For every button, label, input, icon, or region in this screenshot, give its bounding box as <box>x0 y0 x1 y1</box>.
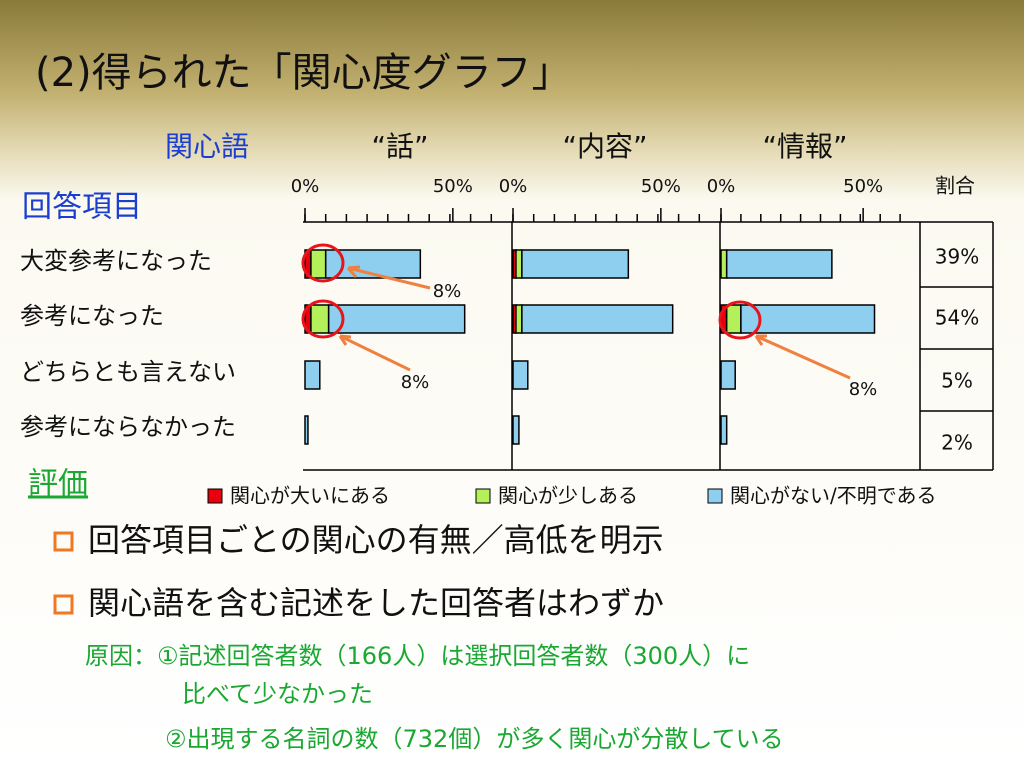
note: ②出現する名詞の数（732個）が多く関心が分散している <box>165 725 784 753</box>
evaluation-heading: 評価 <box>28 467 88 502</box>
ratio-header: 割合 <box>935 174 975 198</box>
annotation: 8% <box>401 372 430 393</box>
note: 比べて少なかった <box>182 680 373 708</box>
category-label: どちらとも言えない <box>20 358 236 386</box>
bar-segment <box>515 249 523 279</box>
highlights <box>301 243 762 340</box>
highlight-circle <box>301 299 345 339</box>
arrow <box>754 334 851 380</box>
panel-header-label: 関心語 <box>165 130 249 163</box>
category-label: 大変参考になった <box>20 247 212 275</box>
x-tick-label: 50% <box>843 176 883 197</box>
bullet-icon <box>53 594 74 615</box>
highlight-circle <box>718 300 762 340</box>
slide-title: (2)得られた「関心度グラフ」 <box>35 50 572 96</box>
bar-segment <box>515 304 523 334</box>
arrow <box>346 265 431 290</box>
ratio-label: 2% <box>941 431 973 455</box>
bar-segment <box>304 360 321 390</box>
bullet-icon <box>53 531 74 552</box>
bar-segment <box>304 415 309 445</box>
bar-segment <box>725 304 742 334</box>
bar-segment <box>521 304 674 334</box>
category-label: 参考になった <box>20 302 164 330</box>
bar-segment <box>720 360 736 390</box>
ratio-label: 5% <box>941 369 973 393</box>
panel-title: “内容” <box>562 130 647 163</box>
bar-segment <box>512 360 529 390</box>
legend-swatch <box>475 488 491 504</box>
bar-segment <box>720 415 728 445</box>
legend-label: 関心がない/不明である <box>730 484 937 508</box>
note: 原因：①記述回答者数（166人）は選択回答者数（300人）に <box>85 642 750 670</box>
category-header: 回答項目 <box>22 190 142 225</box>
x-tick-label: 50% <box>433 176 473 197</box>
legend-swatch <box>707 488 723 504</box>
bar-segment <box>720 249 728 279</box>
bar-segment <box>512 415 520 445</box>
annotation: 8% <box>433 281 462 302</box>
x-tick-label: 0% <box>707 176 736 197</box>
panel-title: “話” <box>371 130 428 163</box>
bar-segment <box>310 304 330 334</box>
bar-segment <box>327 304 466 334</box>
arrow <box>338 334 411 372</box>
bar-segment <box>521 249 630 279</box>
annotation: 8% <box>849 379 878 400</box>
category-label: 参考にならなかった <box>20 413 236 441</box>
arrows <box>338 265 851 380</box>
x-tick-label: 0% <box>291 176 320 197</box>
bar-segment <box>740 304 876 334</box>
x-tick-label: 0% <box>499 176 528 197</box>
ratio-label: 39% <box>935 245 979 269</box>
bullet: 回答項目ごとの関心の有無／高低を明示 <box>88 521 664 559</box>
legend-swatch <box>207 488 223 504</box>
highlight-circle <box>301 243 345 283</box>
bar-segment <box>725 249 833 279</box>
legend-label: 関心が大いにある <box>230 484 390 508</box>
ratio-label: 54% <box>935 306 979 330</box>
x-tick-label: 50% <box>641 176 681 197</box>
bullet: 関心語を含む記述をした回答者はわずか <box>88 584 664 622</box>
bar-segment <box>310 249 327 279</box>
legend-label: 関心が少しある <box>498 484 638 508</box>
panel-title: “情報” <box>762 130 847 163</box>
